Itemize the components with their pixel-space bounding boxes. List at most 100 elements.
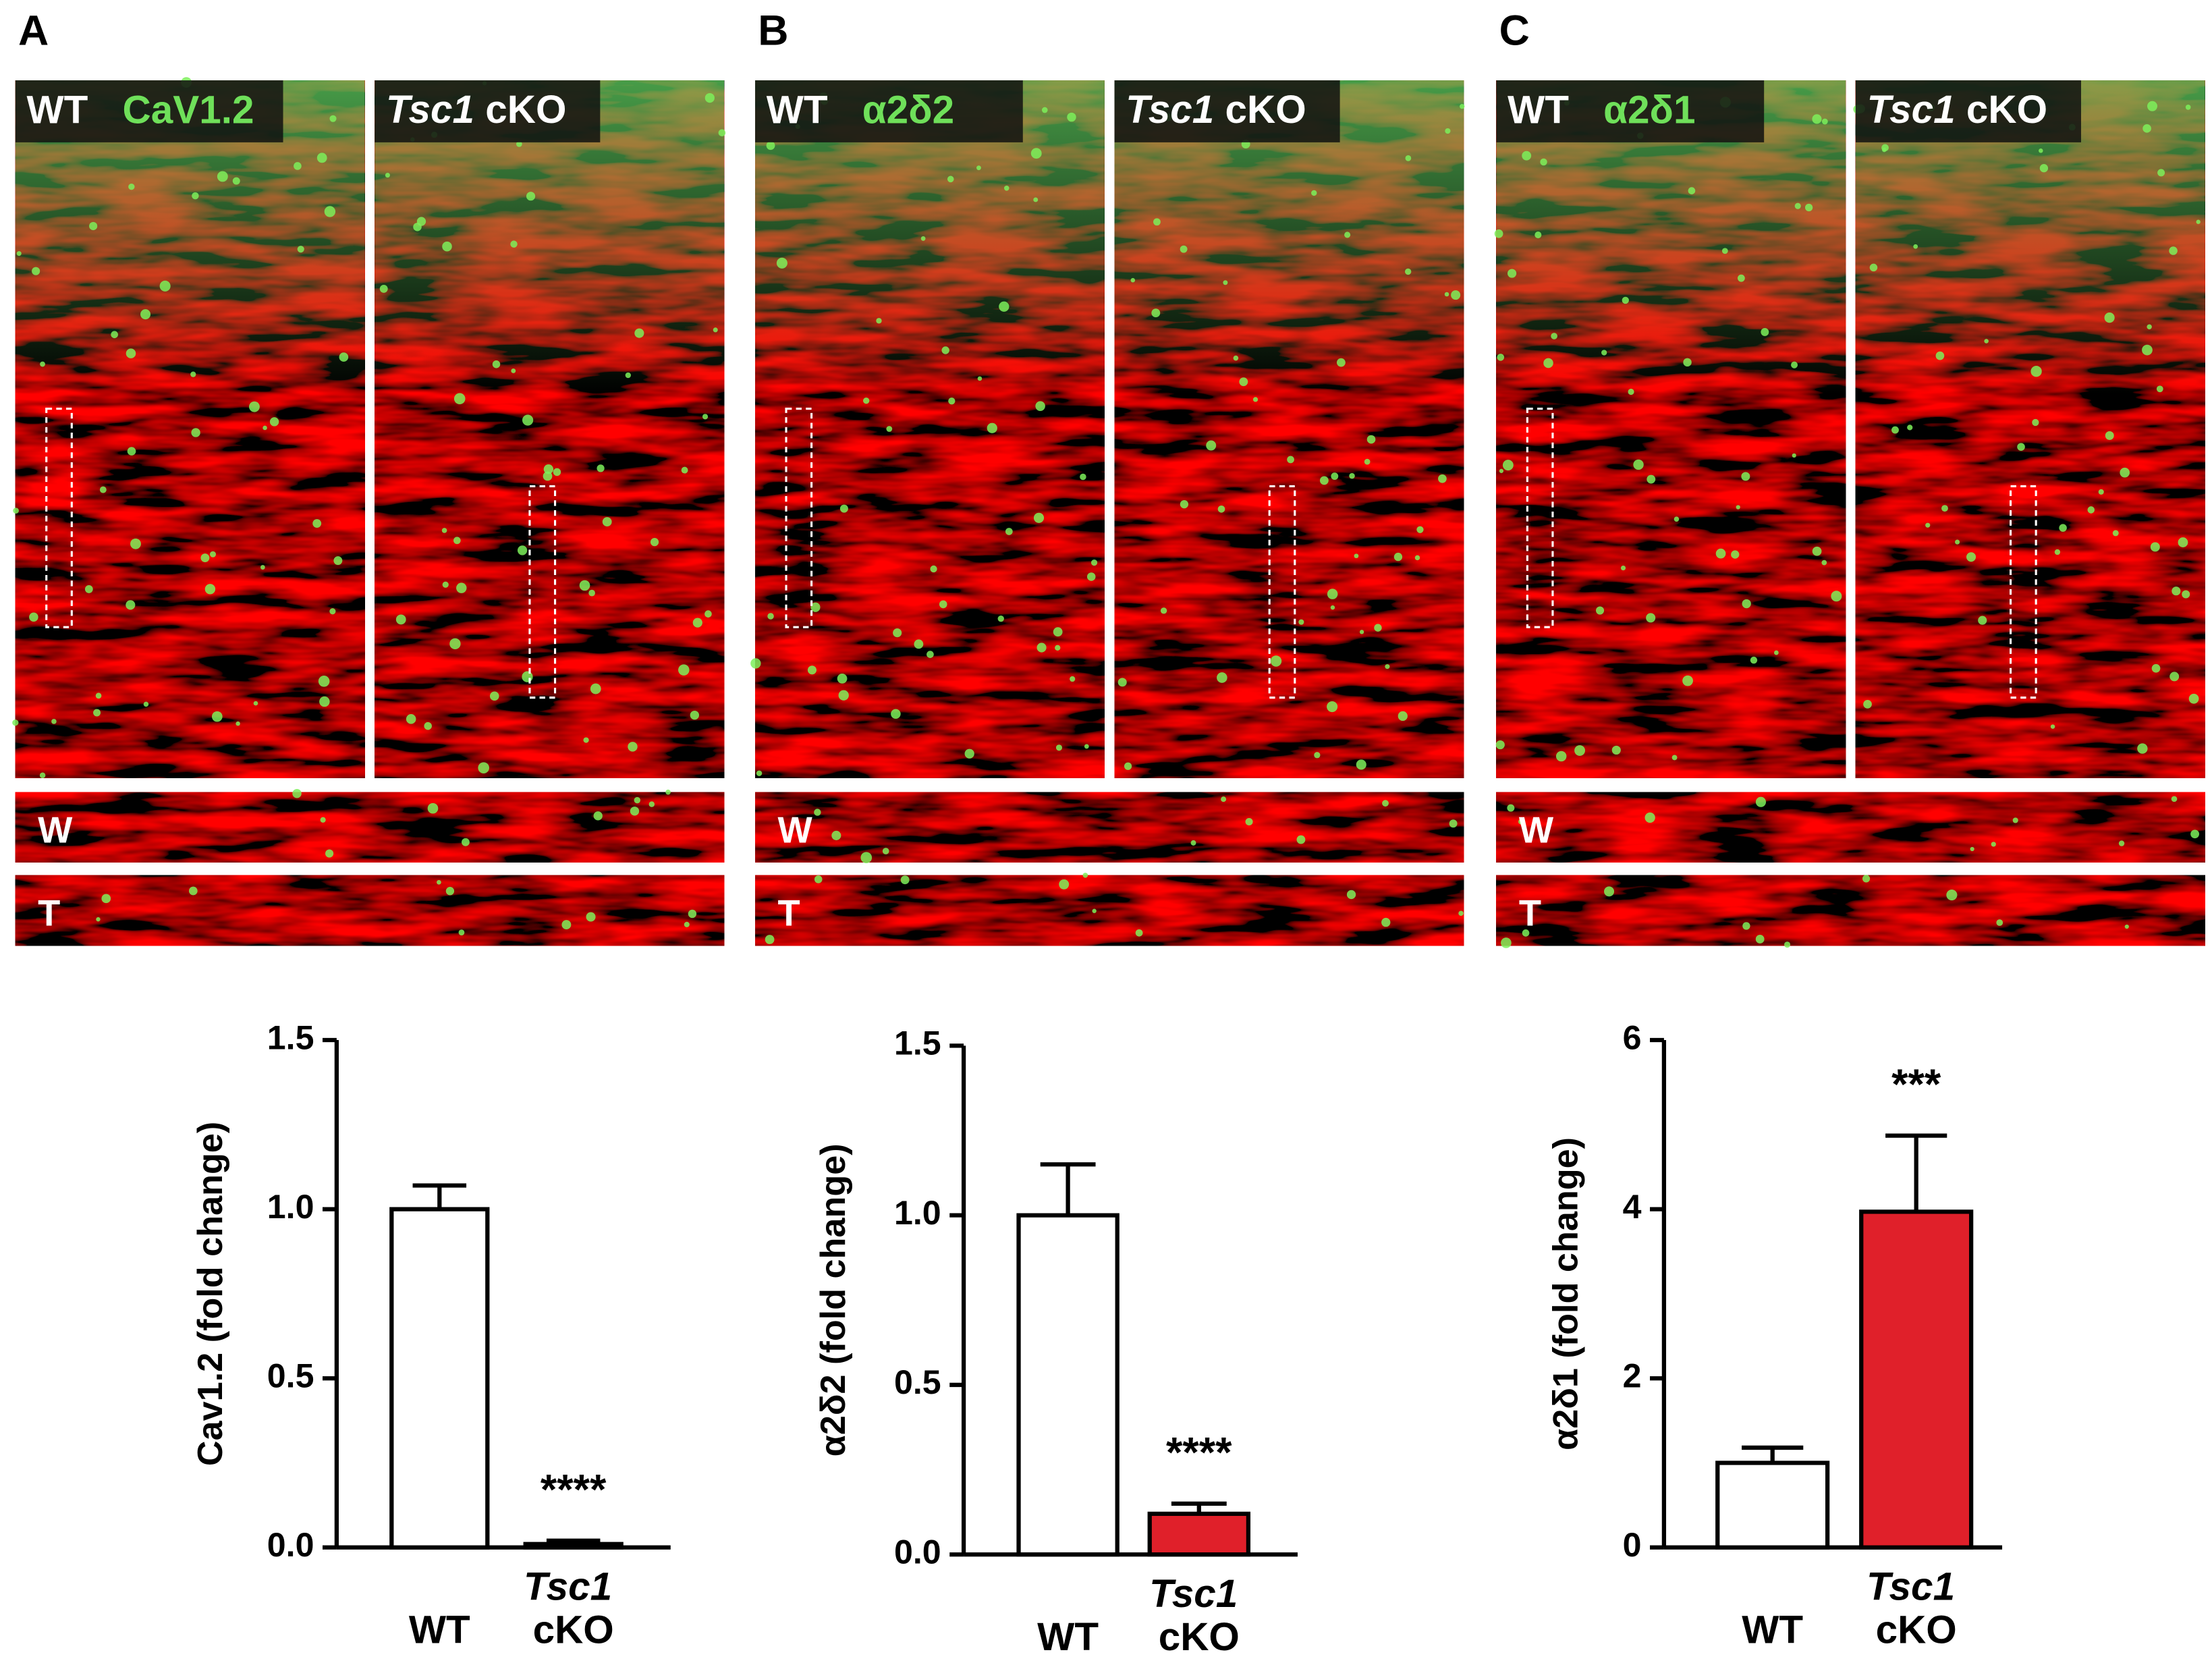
- y-tick-label: 1.0: [894, 1194, 941, 1232]
- y-tick-label: 1.5: [894, 1025, 941, 1062]
- puncta: [292, 789, 302, 798]
- puncta: [1682, 675, 1693, 686]
- puncta: [1881, 144, 1889, 152]
- puncta: [1628, 388, 1634, 396]
- puncta: [1499, 468, 1504, 473]
- puncta: [634, 796, 641, 804]
- y-tick-label: 0.5: [267, 1357, 314, 1394]
- puncta: [665, 789, 671, 795]
- puncta: [1671, 755, 1678, 761]
- puncta: [1405, 155, 1412, 161]
- puncta: [1518, 819, 1524, 825]
- puncta: [93, 709, 101, 717]
- puncta: [127, 447, 136, 456]
- puncta: [1444, 292, 1449, 297]
- roi-box: [45, 407, 73, 628]
- label-box: [1114, 80, 1340, 142]
- puncta: [510, 240, 518, 248]
- puncta: [561, 920, 572, 930]
- puncta: [1622, 296, 1629, 304]
- puncta: [1683, 358, 1692, 367]
- puncta: [1574, 745, 1586, 757]
- puncta: [84, 585, 93, 593]
- puncta: [1035, 401, 1045, 411]
- puncta: [1620, 565, 1626, 571]
- puncta: [837, 674, 848, 684]
- x-tick-label: WT: [1037, 1616, 1099, 1660]
- puncta: [1180, 245, 1188, 253]
- puncta: [130, 538, 141, 549]
- x-tick-label: WT: [409, 1608, 470, 1652]
- puncta: [1359, 630, 1364, 634]
- puncta: [1821, 118, 1828, 125]
- marker-label: α2δ1: [1603, 88, 1695, 132]
- puncta: [681, 466, 688, 474]
- puncta: [2032, 418, 2039, 427]
- puncta: [16, 251, 22, 256]
- puncta: [1784, 942, 1791, 948]
- strip-texture: [755, 875, 1464, 946]
- puncta: [2012, 817, 2018, 823]
- puncta: [40, 361, 45, 367]
- y-tick-label: 6: [1623, 1018, 1642, 1056]
- puncta: [1595, 606, 1605, 615]
- puncta: [987, 422, 997, 433]
- puncta: [1674, 516, 1680, 522]
- puncta: [756, 770, 763, 776]
- puncta: [329, 115, 337, 122]
- puncta: [319, 696, 330, 707]
- puncta: [586, 912, 596, 922]
- strip-label: W: [38, 809, 73, 850]
- puncta: [964, 748, 974, 759]
- puncta: [2120, 467, 2130, 478]
- puncta: [1385, 664, 1390, 670]
- puncta: [1270, 655, 1282, 667]
- puncta: [456, 582, 467, 593]
- puncta: [702, 414, 709, 420]
- puncta: [2172, 587, 2181, 596]
- puncta: [441, 528, 447, 533]
- puncta: [12, 719, 19, 726]
- puncta: [2169, 246, 2178, 255]
- puncta: [891, 709, 901, 719]
- puncta: [312, 519, 322, 528]
- puncta: [1611, 745, 1621, 755]
- puncta: [1991, 842, 1996, 847]
- puncta: [128, 184, 135, 190]
- roi-box: [1526, 407, 1554, 628]
- x-tick-label: Tsc1 cKO: [1867, 1565, 1966, 1652]
- puncta: [1160, 607, 1167, 614]
- puncta: [453, 393, 466, 405]
- puncta: [704, 610, 712, 618]
- puncta: [630, 807, 640, 816]
- puncta: [1330, 605, 1335, 610]
- puncta: [1741, 472, 1750, 481]
- puncta: [2030, 366, 2042, 377]
- puncta: [1151, 308, 1161, 318]
- puncta: [1812, 114, 1822, 124]
- puncta: [217, 171, 228, 182]
- puncta: [814, 875, 823, 883]
- y-tick-label: 1.0: [267, 1188, 314, 1226]
- puncta: [1005, 528, 1013, 535]
- puncta: [236, 721, 240, 726]
- puncta: [1946, 889, 1958, 901]
- puncta: [96, 917, 101, 922]
- puncta: [318, 676, 330, 687]
- puncta: [2169, 672, 2180, 682]
- puncta: [1356, 759, 1366, 770]
- puncta: [2142, 344, 2153, 356]
- puncta: [1913, 244, 1918, 249]
- marker-label: CaV1.2: [122, 88, 254, 132]
- puncta: [976, 165, 981, 171]
- puncta: [1070, 676, 1076, 682]
- puncta: [1996, 919, 2003, 926]
- puncta: [211, 711, 223, 722]
- puncta: [489, 691, 499, 701]
- label-box: [15, 80, 283, 142]
- puncta: [478, 762, 490, 773]
- strip-label: T: [777, 893, 800, 934]
- puncta: [2188, 693, 2199, 704]
- puncta: [2039, 164, 2049, 173]
- puncta: [1041, 107, 1048, 113]
